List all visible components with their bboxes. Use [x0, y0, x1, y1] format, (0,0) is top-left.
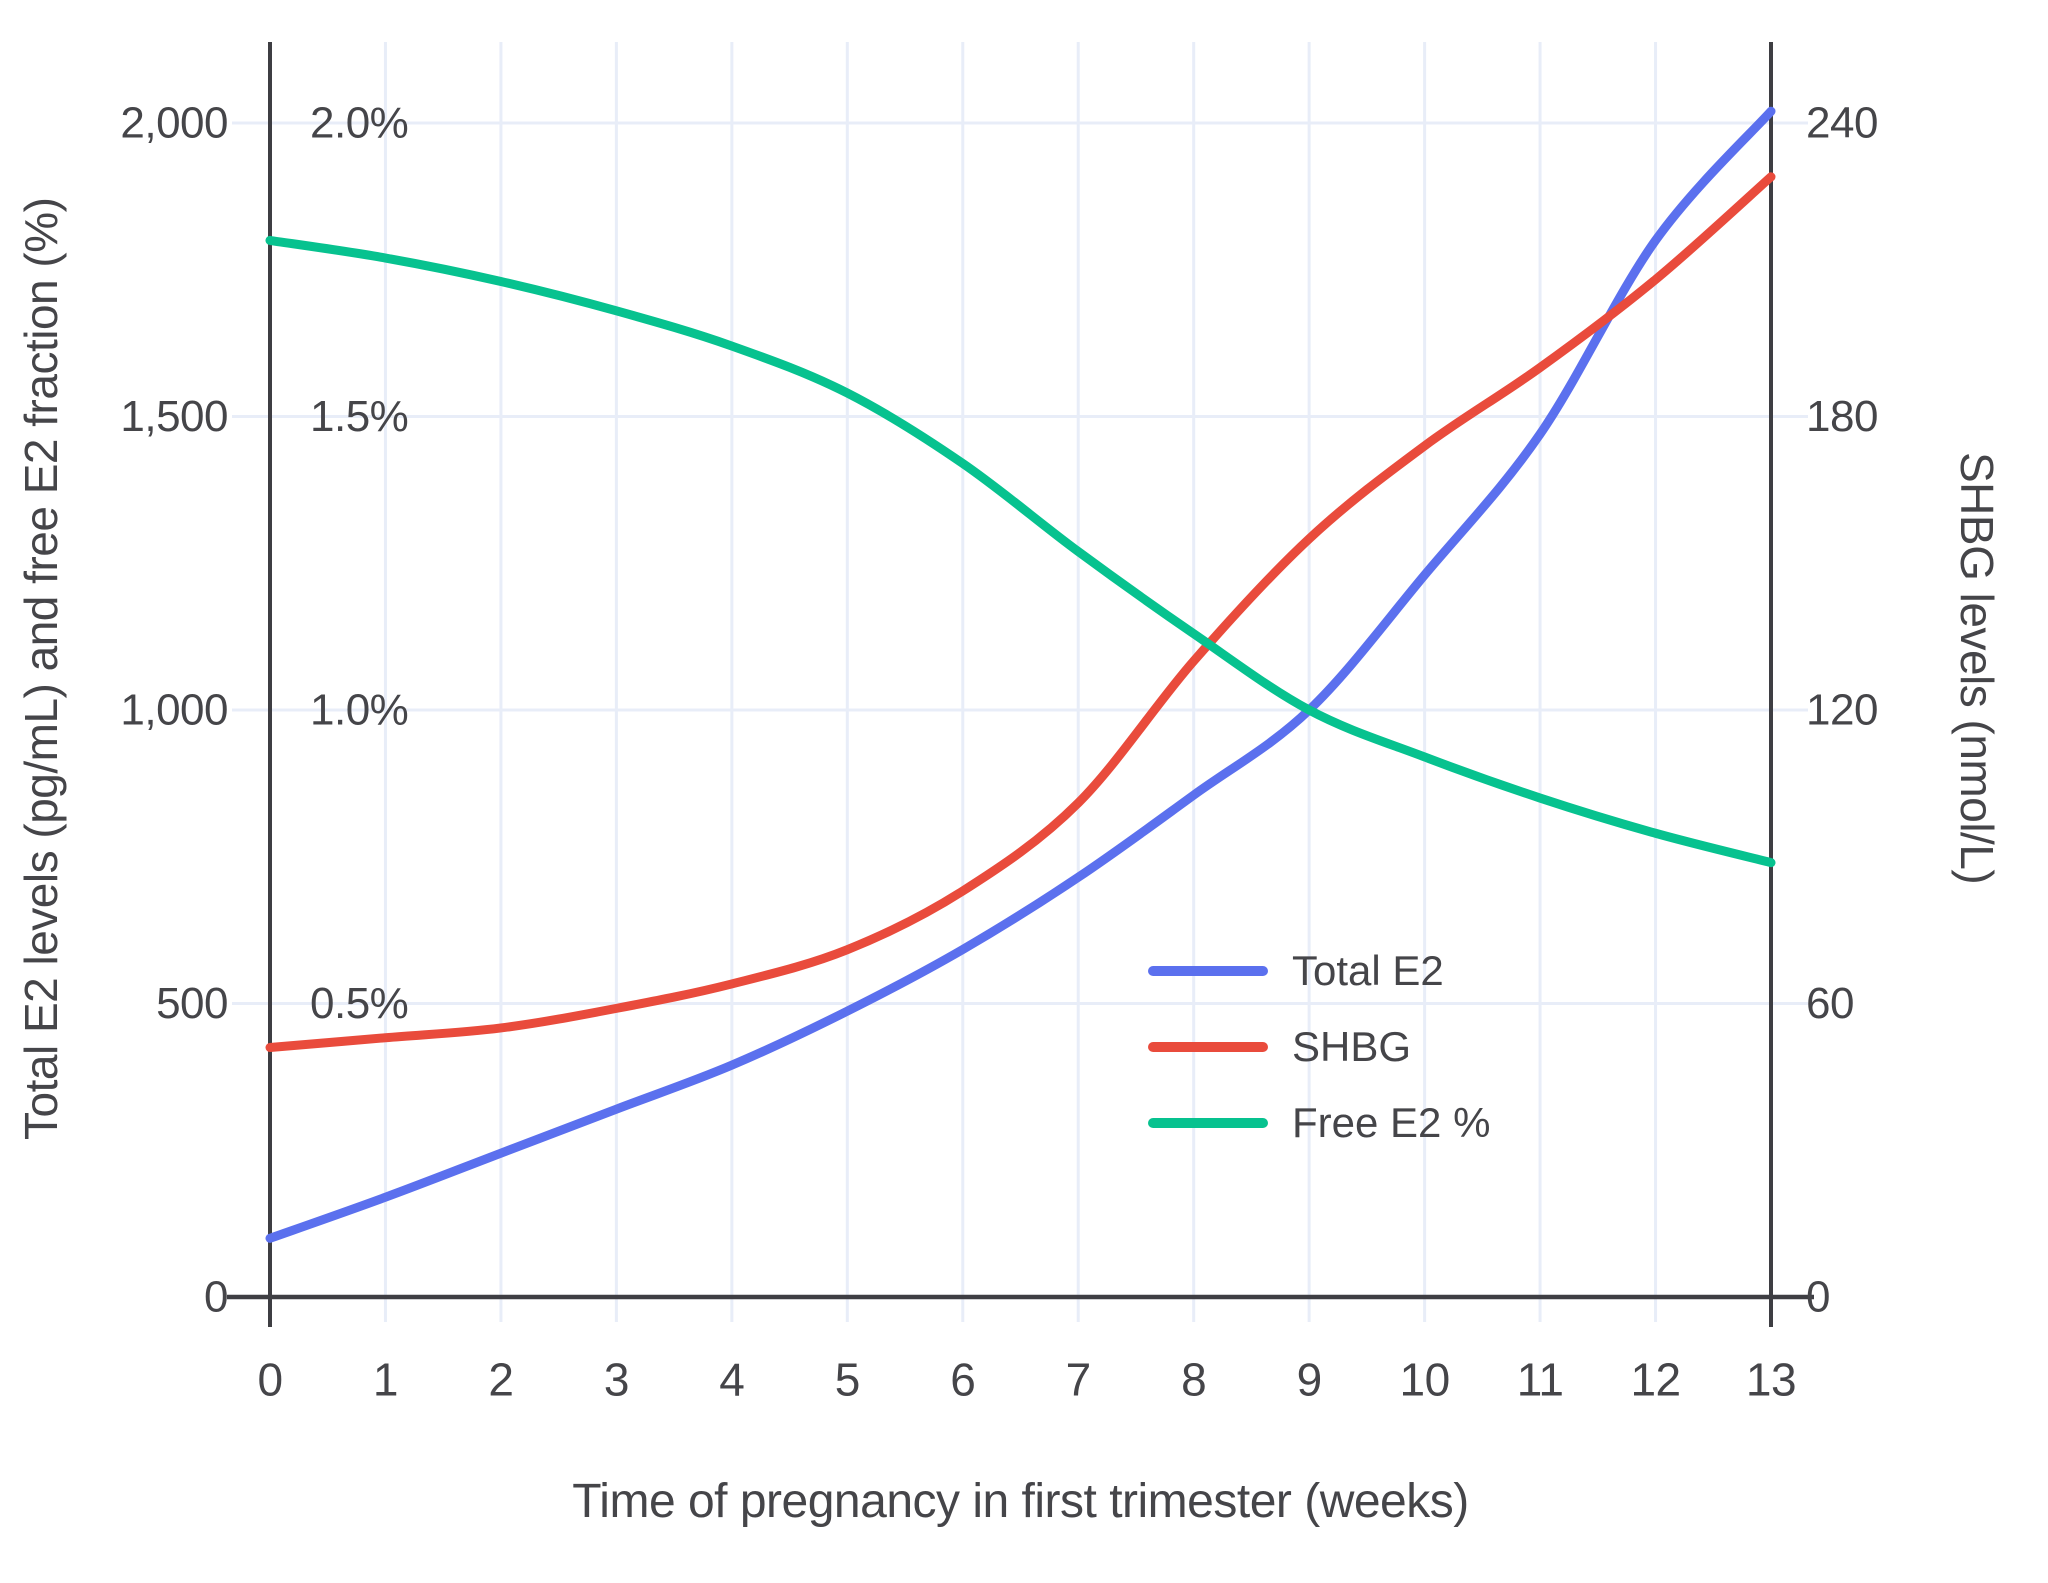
- y-axis-title-right: SHBG levels (nmol/L): [1951, 452, 2003, 885]
- x-axis-tick-label: 10: [1400, 1354, 1450, 1406]
- x-axis-tick-label: 0: [257, 1354, 282, 1406]
- x-axis-tick-label: 7: [1066, 1354, 1091, 1406]
- legend-swatch-shbg: [1148, 1042, 1268, 1052]
- x-axis-tick-label: 13: [1746, 1354, 1796, 1406]
- legend-label-total-e2: Total E2: [1292, 947, 1444, 994]
- x-axis-tick-label: 6: [950, 1354, 975, 1406]
- right-axis-tick-label: 60: [1806, 979, 1854, 1028]
- legend-label-shbg: SHBG: [1292, 1023, 1412, 1070]
- curve-shbg: [265, 172, 1776, 1053]
- x-axis-title: Time of pregnancy in first trimester (we…: [572, 1475, 1469, 1528]
- x-axis-tick-label: 4: [719, 1354, 744, 1406]
- left-axis-tick-label: 1,000: [120, 686, 228, 735]
- left-axis-tick-label: 500: [156, 979, 228, 1028]
- right-axis-tick-label: 240: [1806, 99, 1878, 148]
- right-axis-tick-label: 180: [1806, 392, 1878, 441]
- x-axis-tick-label: 3: [604, 1354, 629, 1406]
- percent-tick-label: 0.5%: [310, 979, 408, 1028]
- y-axis-title-left: Total E2 levels (pg/mL) and free E2 frac…: [15, 197, 67, 1140]
- percent-tick-label: 2.0%: [310, 99, 408, 148]
- left-axis-tick-label: 1,500: [120, 392, 228, 441]
- right-axis-tick-label: 120: [1806, 686, 1878, 735]
- legend-item-shbg[interactable]: SHBG: [1148, 1023, 1490, 1070]
- x-axis-tick-label: 1: [373, 1354, 398, 1406]
- legend: Total E2 SHBG Free E2 %: [1148, 947, 1491, 1146]
- right-axis-tick-label: 0: [1806, 1273, 1830, 1322]
- x-axis-tick-label: 12: [1630, 1354, 1680, 1406]
- percent-tick-label: 1.0%: [310, 686, 408, 735]
- curve-total-e2: [265, 106, 1776, 1243]
- x-axis-tick-label: 5: [835, 1354, 860, 1406]
- left-axis-tick-label: 0: [204, 1273, 228, 1322]
- left-axis-tick-label: 2,000: [120, 99, 228, 148]
- legend-label-free-e2: Free E2 %: [1292, 1099, 1491, 1146]
- x-axis-tick-label: 8: [1181, 1354, 1206, 1406]
- legend-swatch-free-e2: [1148, 1118, 1268, 1128]
- x-axis-tick-label: 9: [1297, 1354, 1322, 1406]
- legend-item-total-e2[interactable]: Total E2: [1148, 947, 1490, 994]
- legend-swatch-total-e2: [1148, 966, 1268, 976]
- legend-item-free-e2[interactable]: Free E2 %: [1148, 1099, 1491, 1146]
- curve-free-e2: [265, 235, 1776, 868]
- x-axis-tick-label: 11: [1517, 1354, 1564, 1406]
- x-axis-tick-label: 2: [488, 1354, 513, 1406]
- percent-tick-label: 1.5%: [310, 392, 408, 441]
